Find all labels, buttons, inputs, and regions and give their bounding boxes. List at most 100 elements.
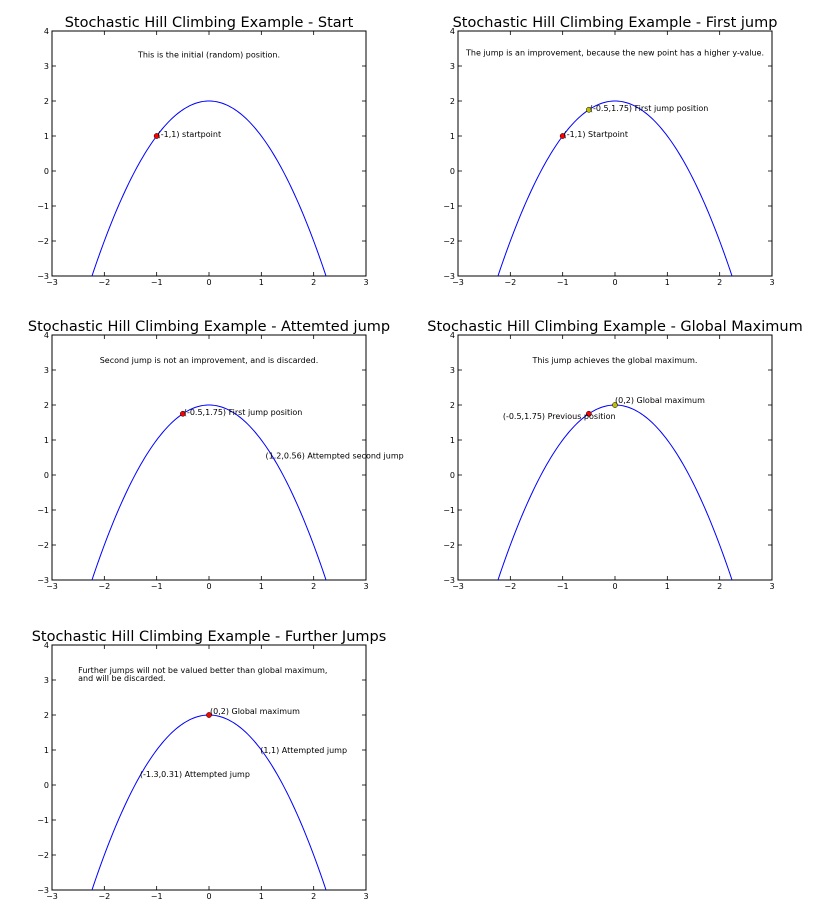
- y-tick-label: 3: [450, 366, 455, 375]
- y-tick-label: −3: [443, 576, 455, 585]
- point-label: (0,2) Global maximum: [615, 396, 705, 405]
- parabola-series-line: [91, 714, 327, 891]
- parabola-series-line: [91, 100, 327, 277]
- y-tick-label: −2: [37, 541, 49, 550]
- x-tick-label: −3: [46, 582, 58, 591]
- plot-frame: [51, 30, 367, 277]
- data-point: [585, 410, 592, 417]
- y-tick-label: 4: [44, 27, 49, 36]
- x-tick-label: 1: [259, 582, 264, 591]
- y-tick-label: 0: [450, 167, 455, 176]
- x-tick-label: −1: [151, 278, 163, 287]
- x-tick-label: −3: [452, 278, 464, 287]
- x-tick-label: 2: [311, 582, 316, 591]
- annotation-note: Second jump is not an improvement, and i…: [100, 356, 319, 365]
- y-tick-label: −1: [443, 202, 455, 211]
- y-tick-label: −3: [37, 272, 49, 281]
- x-tick-label: 3: [363, 892, 368, 901]
- y-tick-label: 0: [44, 471, 49, 480]
- point-label: (-0.5,1.75) Previous position: [503, 412, 616, 421]
- y-tick-label: 1: [44, 746, 49, 755]
- x-tick-label: −1: [557, 582, 569, 591]
- x-tick-label: 0: [206, 892, 211, 901]
- y-tick-label: −3: [443, 272, 455, 281]
- y-tick-label: 4: [44, 331, 49, 340]
- y-tick-label: −3: [37, 576, 49, 585]
- x-tick-label: 1: [259, 278, 264, 287]
- y-tick-label: 2: [450, 401, 455, 410]
- y-tick-label: 3: [44, 676, 49, 685]
- data-point: [153, 133, 160, 139]
- y-tick-label: 4: [450, 27, 455, 36]
- annotation-note: The jump is an improvement, because the …: [465, 49, 764, 58]
- x-tick-label: −2: [98, 278, 110, 287]
- chart-panel-3: Stochastic Hill Climbing Example - Attem…: [28, 319, 404, 591]
- x-tick-label: −3: [452, 582, 464, 591]
- x-tick-label: −2: [98, 892, 110, 901]
- chart-title: Stochastic Hill Climbing Example - First…: [453, 15, 778, 31]
- y-tick-label: 2: [450, 97, 455, 106]
- y-tick-label: −1: [37, 202, 49, 211]
- y-tick-label: 3: [450, 62, 455, 71]
- parabola-series-line: [91, 404, 327, 581]
- point-label: (-1.3,0.31) Attempted jump: [140, 770, 250, 779]
- x-tick-label: 0: [206, 582, 211, 591]
- y-tick-label: 2: [44, 401, 49, 410]
- y-tick-label: −2: [443, 237, 455, 246]
- x-tick-label: 1: [259, 892, 264, 901]
- data-point: [585, 106, 592, 113]
- x-tick-label: 3: [769, 278, 774, 287]
- data-point: [612, 402, 618, 408]
- point-label: (1,1) Attempted jump: [260, 746, 347, 755]
- x-tick-label: −1: [557, 278, 569, 287]
- point-label: (-0.5,1.75) First jump position: [590, 104, 709, 113]
- chart-title: Stochastic Hill Climbing Example - Attem…: [28, 319, 390, 335]
- y-tick-label: −1: [37, 816, 49, 825]
- x-tick-label: 2: [311, 278, 316, 287]
- chart-title: Stochastic Hill Climbing Example - Start: [65, 15, 354, 31]
- y-tick-label: 1: [450, 436, 455, 445]
- x-tick-label: 2: [717, 278, 722, 287]
- y-tick-label: 0: [44, 167, 49, 176]
- y-tick-label: −2: [37, 237, 49, 246]
- y-tick-label: −1: [443, 506, 455, 515]
- y-tick-label: 1: [44, 436, 49, 445]
- y-tick-label: −3: [37, 886, 49, 895]
- y-tick-label: 4: [450, 331, 455, 340]
- annotation-note: Further jumps will not be valued better …: [78, 666, 327, 675]
- point-label: (-1,1) startpoint: [158, 130, 221, 139]
- y-tick-label: 2: [44, 711, 49, 720]
- point-label: (1.2,0.56) Attempted second jump: [266, 451, 404, 460]
- y-tick-label: 0: [44, 781, 49, 790]
- point-label: (-1,1) Startpoint: [564, 130, 628, 139]
- x-tick-label: 2: [717, 582, 722, 591]
- parabola-series-line: [497, 404, 733, 581]
- x-tick-label: 0: [206, 278, 211, 287]
- x-tick-label: −1: [151, 582, 163, 591]
- chart-panel-4: Stochastic Hill Climbing Example - Globa…: [427, 319, 802, 591]
- y-tick-label: −1: [37, 506, 49, 515]
- y-tick-label: −2: [443, 541, 455, 550]
- annotation-note: and will be discarded.: [78, 674, 165, 683]
- x-tick-label: 3: [769, 582, 774, 591]
- data-point: [206, 712, 212, 718]
- point-label: (-0.5,1.75) First jump position: [184, 408, 303, 417]
- x-tick-label: −3: [46, 892, 58, 901]
- parabola-series-line: [497, 100, 733, 277]
- chart-title: Stochastic Hill Climbing Example - Globa…: [427, 319, 802, 335]
- y-tick-label: 3: [44, 62, 49, 71]
- y-tick-label: 4: [44, 641, 49, 650]
- chart-panel-1: Stochastic Hill Climbing Example - Start…: [37, 15, 368, 287]
- y-tick-label: 0: [450, 471, 455, 480]
- y-tick-label: −2: [37, 851, 49, 860]
- x-tick-label: −2: [98, 582, 110, 591]
- x-tick-label: 0: [612, 582, 617, 591]
- x-tick-label: 1: [665, 278, 670, 287]
- x-tick-label: −1: [151, 892, 163, 901]
- x-tick-label: −2: [504, 278, 516, 287]
- x-tick-label: 2: [311, 892, 316, 901]
- x-tick-label: 3: [363, 278, 368, 287]
- x-tick-label: −3: [46, 278, 58, 287]
- x-tick-label: 1: [665, 582, 670, 591]
